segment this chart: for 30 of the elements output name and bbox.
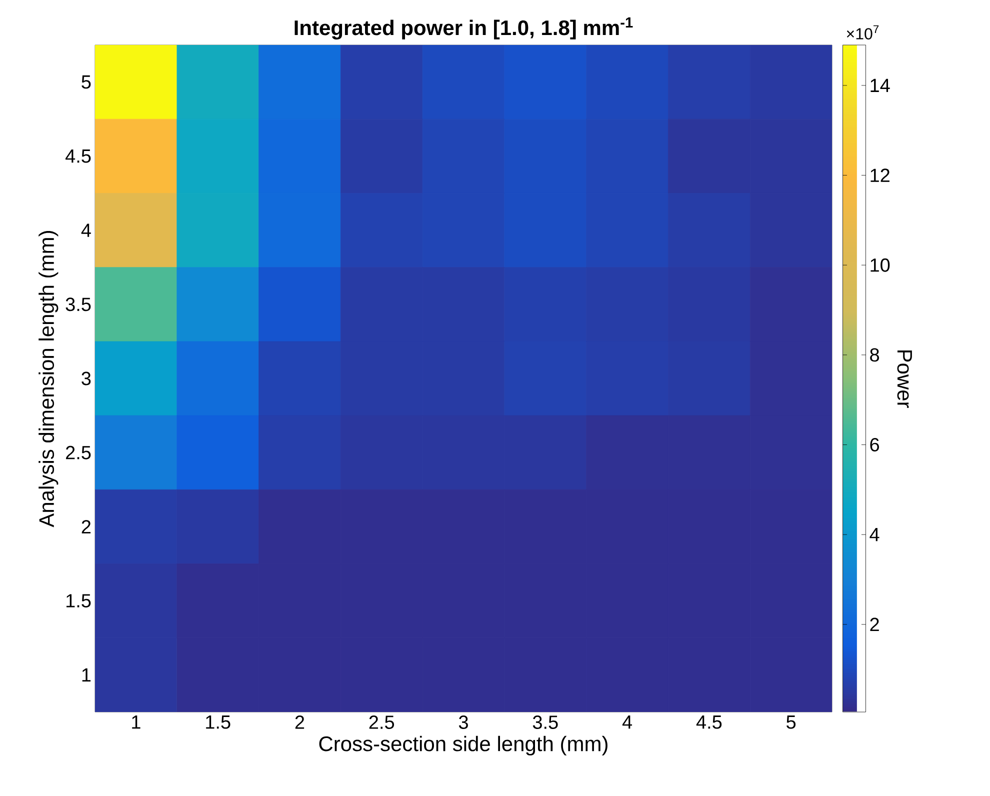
x-tick-label: 5 xyxy=(786,716,796,729)
y-tick-label: 4.5 xyxy=(65,150,91,163)
x-tick-label: 1 xyxy=(132,716,140,729)
x-tick-label: 3.5 xyxy=(532,716,558,729)
color-bar-label: 2 xyxy=(870,618,879,632)
y-tick-label: 5 xyxy=(82,75,91,89)
y-tick-label: 3 xyxy=(82,372,91,386)
y-tick-label: 2 xyxy=(82,520,91,534)
x-tick-label: 2 xyxy=(295,716,304,729)
color-bar-label: 4 xyxy=(870,528,880,542)
color-bar-label: 6 xyxy=(870,438,879,452)
chart-title: Integrated power in [1.0, 1.8] mm$^{-1}$ xyxy=(294,17,633,40)
color-bar-label: 12 xyxy=(870,168,890,182)
y-tick-label: 2.5 xyxy=(66,446,91,460)
text: ×10$^{7}$ xyxy=(846,25,879,40)
color-bar-title: Power xyxy=(897,350,912,408)
x-tick-label: 4.5 xyxy=(696,716,722,729)
y-tick-label: 1 xyxy=(82,668,91,682)
color-bar-label: 8 xyxy=(870,348,880,362)
x-tick-label: 3 xyxy=(458,716,468,729)
y-tick-label: 4 xyxy=(81,224,91,237)
y-tick-label: 3.5 xyxy=(66,298,91,312)
x-tick-label: 4 xyxy=(622,716,632,729)
y-axis-title: Analysis dimension length (mm) xyxy=(38,231,58,528)
color-bar-label: 10 xyxy=(870,258,890,272)
x-tick-label: 2.5 xyxy=(369,716,394,729)
color-bar-label: 14 xyxy=(870,78,890,92)
y-tick-label: 1.5 xyxy=(66,594,91,608)
x-tick-label: 1.5 xyxy=(206,716,230,729)
x-axis-title: Cross-section side length (mm) xyxy=(319,736,608,756)
